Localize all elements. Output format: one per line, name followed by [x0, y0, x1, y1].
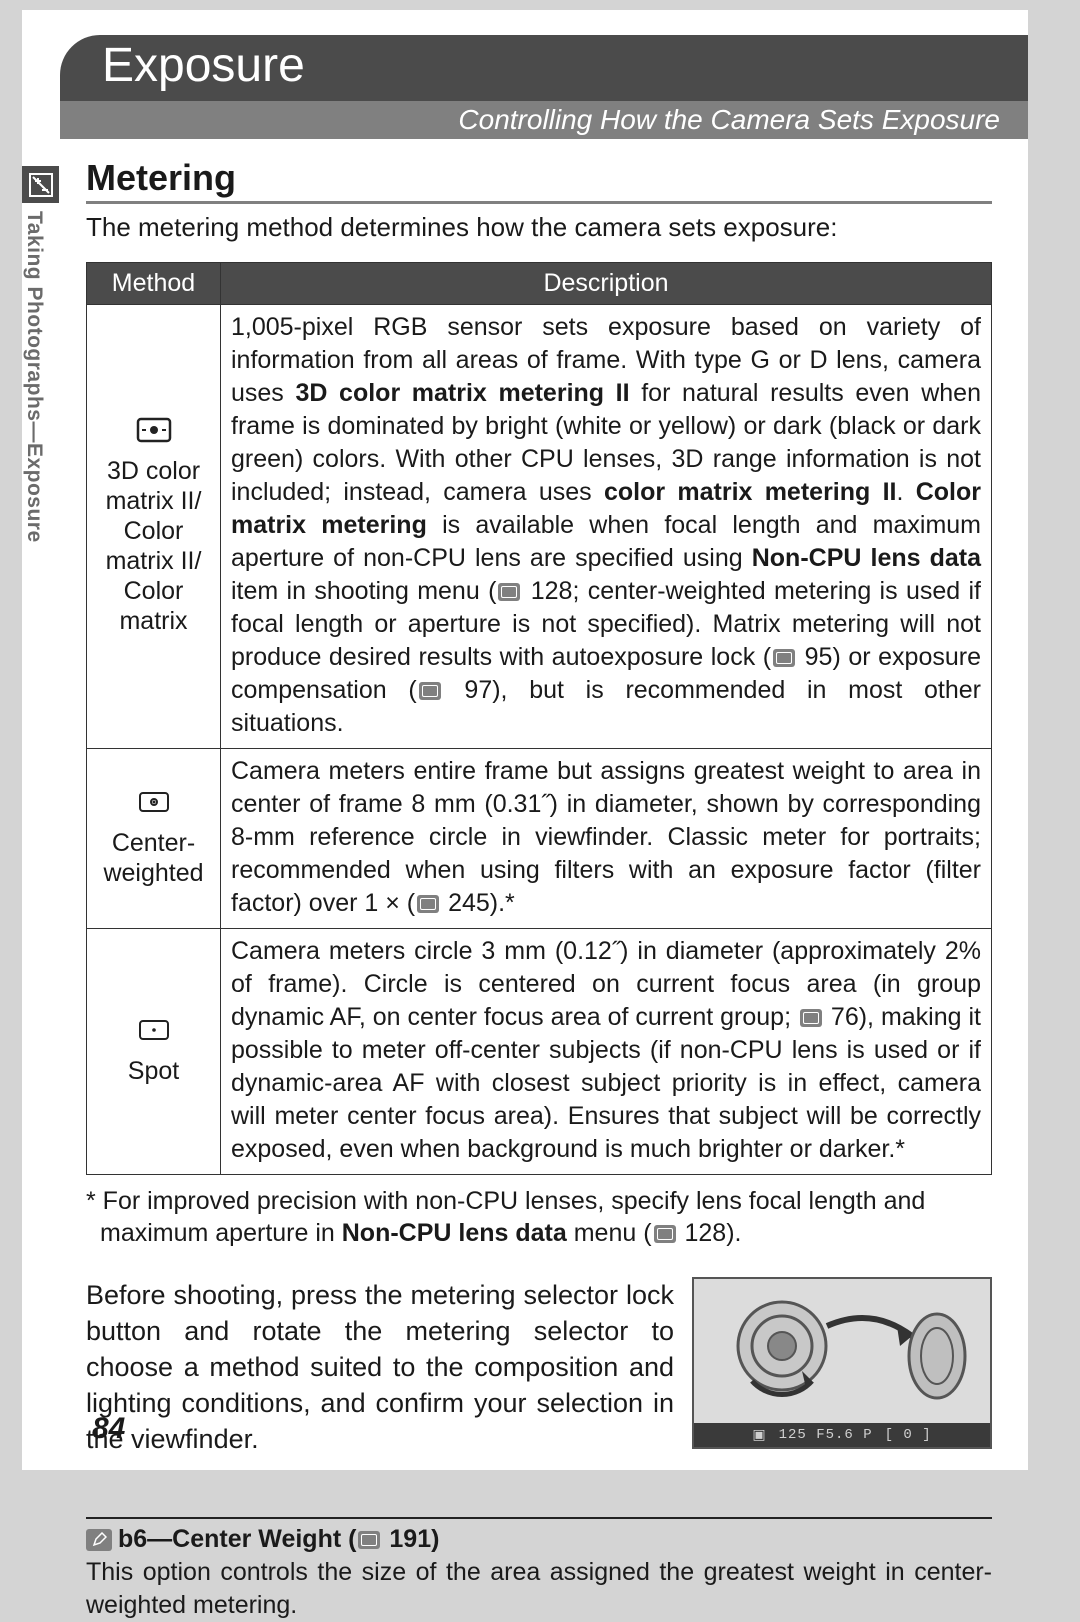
page-ref-icon	[773, 649, 795, 667]
content-area: Metering The metering method determines …	[86, 139, 992, 1622]
th-method: Method	[87, 263, 221, 305]
page-ref-icon	[800, 1009, 822, 1027]
page-number: 84	[92, 1412, 125, 1446]
spot-metering-icon	[97, 1015, 210, 1052]
table-footnote: * For improved precision with non-CPU le…	[86, 1185, 992, 1249]
page-ref-icon	[498, 583, 520, 601]
dial-diagram	[694, 1279, 990, 1423]
lcd-exposure-indicator: [ 0 ]	[885, 1427, 932, 1443]
csm-body: This option controls the size of the are…	[86, 1556, 992, 1622]
custom-setting-note: b6—Center Weight ( 191) This option cont…	[86, 1517, 992, 1622]
metering-selector-illustration: ▣ 125 F5.6 P [ 0 ]	[692, 1277, 992, 1449]
table-row: 3D color matrix II/ Color matrix II/ Col…	[87, 305, 992, 749]
page-ref-icon	[358, 1531, 380, 1549]
chapter-subtitle: Controlling How the Camera Sets Exposure	[458, 104, 1000, 135]
chapter-subtitle-bar: Controlling How the Camera Sets Exposure	[60, 101, 1028, 139]
table-row: Center-weighted Camera meters entire fra…	[87, 749, 992, 929]
method-label: Center-weighted	[103, 829, 203, 887]
matrix-metering-icon	[97, 415, 210, 452]
instruction-block: Before shooting, press the metering sele…	[86, 1277, 992, 1457]
lcd-readout: 125 F5.6 P	[779, 1427, 873, 1443]
exposure-comp-icon	[22, 166, 59, 203]
manual-page: Exposure Controlling How the Camera Sets…	[22, 10, 1028, 1470]
description-cell: 1,005-pixel RGB sensor sets exposure bas…	[221, 305, 992, 749]
table-row: Spot Camera meters circle 3 mm (0.12˝) i…	[87, 929, 992, 1175]
side-tab-label: Taking Photographs—Exposure	[22, 203, 46, 543]
page-ref-icon	[419, 682, 441, 700]
lcd-meter-icon: ▣	[752, 1427, 766, 1444]
section-intro: The metering method determines how the c…	[86, 210, 992, 244]
metering-table: Method Description 3D color matrix II/ C…	[86, 262, 992, 1175]
csm-title: b6—Center Weight ( 191)	[86, 1525, 992, 1554]
th-description: Description	[221, 263, 992, 305]
pencil-icon	[86, 1529, 112, 1551]
instruction-text: Before shooting, press the metering sele…	[86, 1277, 674, 1457]
description-cell: Camera meters circle 3 mm (0.12˝) in dia…	[221, 929, 992, 1175]
section-heading: Metering	[86, 157, 992, 204]
method-label: 3D color matrix II/ Color matrix II/ Col…	[106, 457, 202, 635]
description-cell: Camera meters entire frame but assigns g…	[221, 749, 992, 929]
page-ref-icon	[417, 895, 439, 913]
method-label: Spot	[128, 1057, 179, 1085]
page-ref-icon	[654, 1225, 676, 1243]
method-cell-spot: Spot	[87, 929, 221, 1175]
method-cell-matrix: 3D color matrix II/ Color matrix II/ Col…	[87, 305, 221, 749]
chapter-title: Exposure	[60, 35, 1028, 97]
chapter-header: Exposure	[60, 35, 1028, 101]
viewfinder-lcd: ▣ 125 F5.6 P [ 0 ]	[694, 1423, 990, 1447]
center-weighted-icon	[97, 787, 210, 824]
method-cell-center: Center-weighted	[87, 749, 221, 929]
side-tab: Taking Photographs—Exposure	[22, 166, 59, 586]
